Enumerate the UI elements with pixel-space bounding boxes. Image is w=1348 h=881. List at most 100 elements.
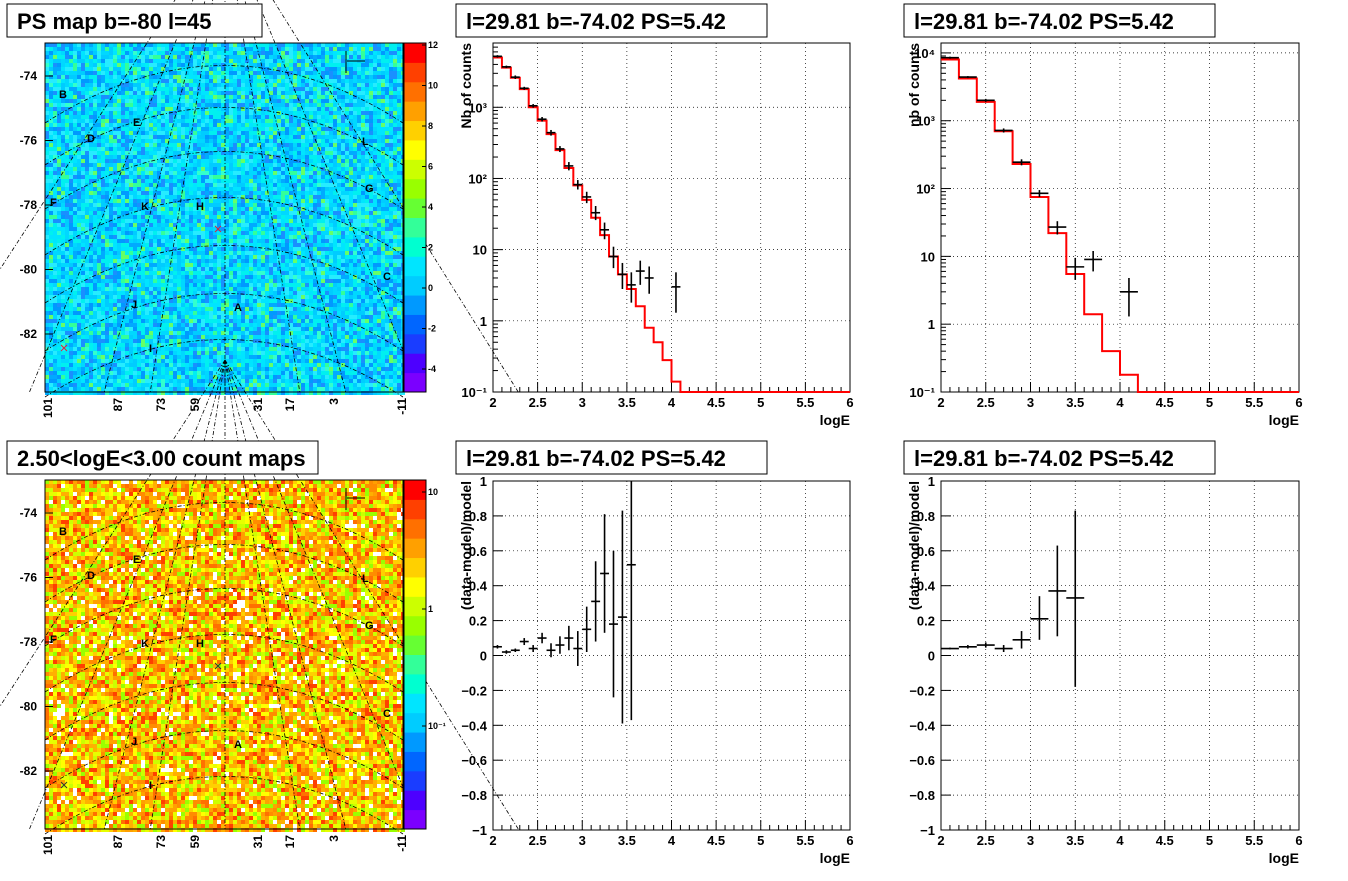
ps-map-pixel <box>321 163 325 167</box>
ps-map-pixel <box>333 83 337 87</box>
ps-map-pixel <box>257 103 261 107</box>
ps-map-pixel <box>309 215 313 219</box>
ps-map-pixel <box>381 187 385 191</box>
ps-map-pixel <box>65 147 69 151</box>
ps-map-pixel <box>113 131 117 135</box>
ps-map-pixel <box>109 107 113 111</box>
ps-map-pixel <box>45 223 49 227</box>
ps-map-pixel <box>273 123 277 127</box>
ps-map-pixel <box>205 43 209 47</box>
ps-map-pixel <box>381 147 385 151</box>
ps-map-pixel <box>249 223 253 227</box>
ps-map-pixel <box>313 135 317 139</box>
ps-map-pixel <box>245 71 249 75</box>
ps-map-pixel <box>133 95 137 99</box>
ps-map-pixel <box>105 43 109 47</box>
ps-map-pixel <box>309 247 313 251</box>
ps-map-pixel <box>109 131 113 135</box>
ps-map-pixel <box>61 239 65 243</box>
ps-map-pixel <box>309 191 313 195</box>
ps-map-pixel <box>61 119 65 123</box>
ps-map-pixel <box>361 207 365 211</box>
ps-map-pixel <box>357 171 361 175</box>
ps-map-pixel <box>205 227 209 231</box>
ps-map-pixel <box>381 131 385 135</box>
ps-map-pixel <box>93 183 97 187</box>
ps-map-pixel <box>377 63 381 67</box>
ps-map-pixel <box>73 147 77 151</box>
ps-map-pixel <box>85 207 89 211</box>
ps-map-pixel <box>349 91 353 95</box>
ps-map-pixel <box>281 115 285 119</box>
ps-map-pixel <box>189 131 193 135</box>
ps-map-pixel <box>381 223 385 227</box>
ps-map-pixel <box>329 247 333 251</box>
ps-map-pixel <box>185 83 189 87</box>
ps-map-pixel <box>293 75 297 79</box>
ps-map-pixel <box>125 43 129 47</box>
ps-map-pixel <box>245 247 249 251</box>
ps-map-pixel <box>397 171 401 175</box>
ps-map-pixel <box>305 179 309 183</box>
ps-map-pixel <box>189 247 193 251</box>
ps-map-pixel <box>353 43 357 47</box>
ps-map-pixel <box>165 131 169 135</box>
ps-map-pixel <box>65 111 69 115</box>
ps-map-pixel <box>397 91 401 95</box>
ps-map-pixel <box>221 199 225 203</box>
ps-map-pixel <box>309 147 313 151</box>
ps-map-pixel <box>177 151 181 155</box>
ps-map-pixel <box>197 219 201 223</box>
ps-map-pixel <box>373 195 377 199</box>
ps-map-pixel <box>261 163 265 167</box>
ps-map-pixel <box>221 87 225 91</box>
ps-map-pixel <box>81 83 85 87</box>
ps-map-pixel <box>297 243 301 247</box>
ps-map-pixel <box>65 47 69 51</box>
ps-map-pixel <box>397 159 401 163</box>
ps-map-pixel <box>253 227 257 231</box>
ps-map-pixel <box>125 107 129 111</box>
ps-map-pixel <box>365 211 369 215</box>
ps-map-pixel <box>377 71 381 75</box>
ps-map-pixel <box>181 131 185 135</box>
ps-map-pixel <box>93 255 97 259</box>
ps-map-pixel <box>93 151 97 155</box>
ps-map-pixel <box>101 183 105 187</box>
ps-map-pixel <box>65 79 69 83</box>
ps-map-pixel <box>61 91 65 95</box>
ps-map-pixel <box>145 259 149 263</box>
ps-map-pixel <box>105 59 109 63</box>
ps-map-pixel <box>53 99 57 103</box>
ps-map-pixel <box>281 91 285 95</box>
ps-map-pixel <box>289 87 293 91</box>
ps-map-pixel <box>197 203 201 207</box>
ps-map-pixel <box>201 59 205 63</box>
ps-map-pixel <box>205 143 209 147</box>
ps-map-pixel <box>229 255 233 259</box>
ps-map-pixel <box>397 79 401 83</box>
ps-map-pixel <box>325 75 329 79</box>
ps-map-pixel <box>229 243 233 247</box>
ps-map-pixel <box>85 59 89 63</box>
ps-map-pixel <box>161 95 165 99</box>
ps-map-pixel <box>49 227 53 231</box>
ps-map-pixel <box>129 259 133 263</box>
ps-map-pixel <box>109 179 113 183</box>
ps-map-pixel <box>225 227 229 231</box>
ps-map-pixel <box>277 143 281 147</box>
ps-map-pixel <box>45 207 49 211</box>
ps-map-pixel <box>349 179 353 183</box>
ps-map-pixel <box>237 131 241 135</box>
ps-map-pixel <box>381 215 385 219</box>
ps-map-pixel <box>293 199 297 203</box>
ps-map-pixel <box>153 227 157 231</box>
ps-map-pixel <box>249 231 253 235</box>
ps-map-pixel <box>297 215 301 219</box>
ps-map-pixel <box>293 191 297 195</box>
ps-map-pixel <box>273 147 277 151</box>
ps-map-pixel <box>221 195 225 199</box>
ps-map-pixel <box>137 207 141 211</box>
ps-map-pixel <box>397 55 401 59</box>
ps-map-pixel <box>257 191 261 195</box>
